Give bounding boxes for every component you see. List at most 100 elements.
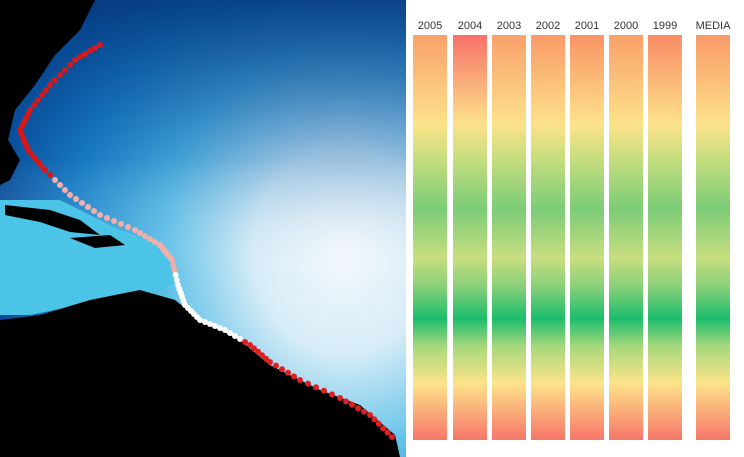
ocean-map: [0, 0, 406, 457]
track-point: [297, 377, 303, 383]
track-point: [57, 182, 63, 188]
track-point: [329, 391, 335, 398]
track-point: [77, 54, 83, 60]
column-label: 2000: [613, 20, 639, 32]
track-point: [42, 167, 48, 173]
track-point: [28, 151, 35, 157]
track-point: [313, 384, 319, 391]
track-point: [305, 380, 311, 387]
track-point: [35, 97, 41, 103]
track-point: [375, 420, 382, 427]
heatmap-column-2000: [609, 35, 643, 440]
heatmap-column-2002: [531, 35, 565, 440]
track-point: [91, 208, 97, 214]
track-point: [25, 147, 31, 153]
track-point: [384, 429, 391, 436]
track-point: [285, 369, 291, 376]
track-point: [170, 262, 177, 268]
track-point: [355, 405, 361, 412]
track-point: [291, 373, 297, 380]
heatmap-column-2001: [570, 35, 604, 440]
track-point: [380, 425, 387, 432]
column-label: MEDIA: [695, 20, 731, 32]
track-point: [47, 82, 53, 88]
track-point: [62, 187, 68, 193]
heatmap-column-1999: [648, 35, 682, 440]
track-point: [97, 212, 103, 218]
track-point: [118, 221, 124, 227]
track-point: [137, 230, 143, 236]
track-point: [79, 200, 85, 206]
track-point: [361, 408, 367, 415]
column-label: 2003: [496, 20, 522, 32]
track-point: [247, 342, 253, 348]
column-label: 2001: [574, 20, 600, 32]
storm-track: [17, 42, 395, 440]
south-america-land: [0, 290, 400, 457]
track-point: [52, 177, 58, 183]
track-point: [169, 257, 175, 263]
track-point: [321, 387, 327, 394]
track-point: [227, 330, 233, 336]
heatmap-column-2004: [453, 35, 487, 440]
track-point: [39, 92, 45, 98]
heatmap-column-2003: [492, 35, 526, 440]
track-point: [67, 192, 73, 198]
track-point: [57, 72, 63, 78]
column-label: 1999: [652, 20, 678, 32]
track-point: [197, 317, 203, 323]
track-point: [104, 215, 110, 221]
track-point: [343, 398, 349, 405]
caribbean-sea: [0, 200, 180, 315]
track-point: [132, 227, 138, 233]
track-point: [255, 348, 261, 355]
track-point: [389, 434, 395, 440]
track-point: [142, 233, 148, 239]
track-point: [147, 236, 153, 242]
track-point: [35, 159, 42, 165]
track-point: [242, 339, 248, 345]
track-point: [217, 325, 223, 331]
track-point: [97, 42, 103, 48]
track-point: [172, 272, 179, 278]
track-point: [82, 51, 88, 57]
track-point: [367, 412, 373, 418]
track-point: [232, 333, 238, 339]
track-point: [31, 102, 37, 108]
track-point: [237, 336, 243, 342]
track-point: [251, 345, 257, 352]
cuba-island: [5, 205, 100, 235]
track-point: [171, 267, 178, 273]
track-point: [72, 57, 78, 63]
track-point: [125, 224, 131, 230]
track-point: [349, 401, 355, 408]
track-point: [207, 321, 213, 327]
column-label: 2004: [457, 20, 483, 32]
track-point: [371, 416, 378, 423]
heatmap-column-media: [696, 35, 730, 440]
track-point: [267, 359, 273, 365]
track-point: [263, 355, 269, 362]
track-point: [67, 62, 73, 68]
track-point: [212, 323, 218, 329]
track-point: [173, 277, 180, 283]
track-point: [43, 87, 49, 93]
track-point: [279, 366, 285, 373]
track-point: [92, 45, 98, 51]
track-point: [47, 172, 53, 178]
column-label: 2002: [535, 20, 561, 32]
track-point: [62, 67, 68, 73]
column-label: 2005: [417, 20, 443, 32]
track-point: [111, 218, 117, 224]
track-point: [222, 327, 228, 333]
track-point: [273, 362, 279, 369]
track-point: [87, 48, 93, 54]
track-point: [52, 77, 58, 83]
track-point: [259, 352, 265, 359]
track-point: [202, 319, 208, 325]
track-point: [152, 239, 158, 245]
heatmap-column-2005: [413, 35, 447, 440]
north-america-land: [0, 0, 95, 185]
track-point: [85, 204, 91, 210]
track-point: [337, 395, 343, 401]
